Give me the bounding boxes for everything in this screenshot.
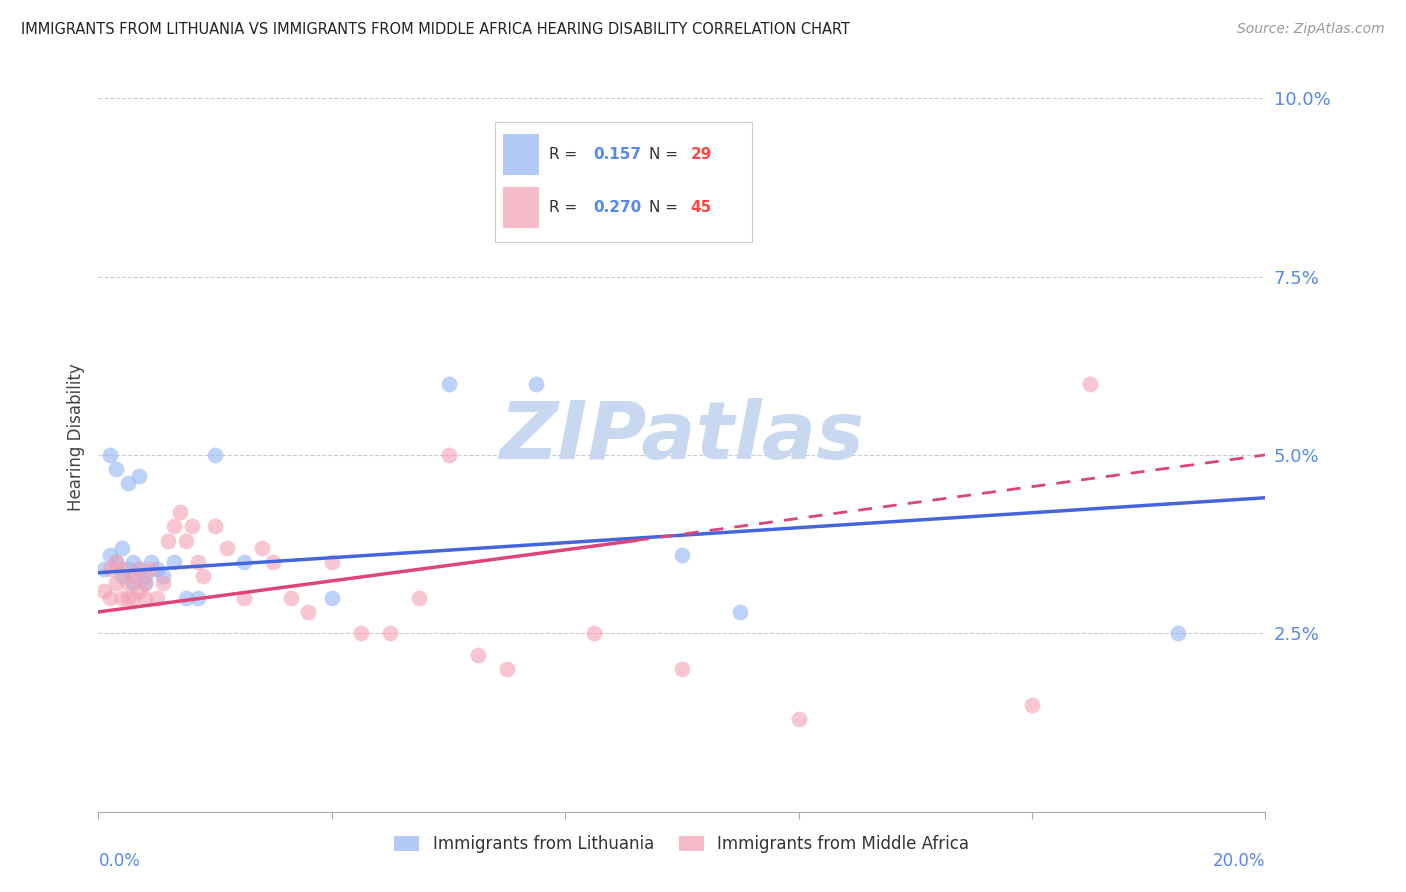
- Point: [583, 626, 606, 640]
- Point: [524, 376, 547, 391]
- Point: [139, 562, 162, 576]
- Point: [122, 555, 145, 569]
- Point: [187, 555, 209, 569]
- Point: [174, 533, 197, 548]
- Point: [262, 555, 284, 569]
- Text: 0.0%: 0.0%: [98, 852, 141, 870]
- Point: [233, 555, 256, 569]
- Y-axis label: Hearing Disability: Hearing Disability: [66, 363, 84, 511]
- Point: [380, 626, 402, 640]
- Point: [98, 548, 121, 562]
- Point: [134, 576, 156, 591]
- Point: [1080, 376, 1102, 391]
- Point: [467, 648, 489, 662]
- Point: [204, 448, 226, 462]
- Point: [134, 576, 156, 591]
- Point: [117, 562, 139, 576]
- Point: [350, 626, 373, 640]
- Point: [157, 533, 180, 548]
- Point: [134, 569, 156, 583]
- Point: [280, 591, 302, 605]
- Point: [193, 569, 215, 583]
- Point: [146, 562, 169, 576]
- Point: [104, 555, 127, 569]
- Point: [321, 555, 343, 569]
- Point: [128, 469, 150, 483]
- Point: [117, 591, 139, 605]
- Point: [122, 569, 145, 583]
- Point: [215, 541, 238, 555]
- Text: ZIPatlas: ZIPatlas: [499, 398, 865, 476]
- Point: [787, 712, 810, 726]
- Point: [321, 591, 343, 605]
- Point: [437, 376, 460, 391]
- Point: [98, 448, 121, 462]
- Point: [1021, 698, 1043, 712]
- Legend: Immigrants from Lithuania, Immigrants from Middle Africa: Immigrants from Lithuania, Immigrants fr…: [388, 829, 976, 860]
- Point: [169, 505, 191, 519]
- Point: [128, 562, 150, 576]
- Point: [111, 591, 134, 605]
- Point: [1167, 626, 1189, 640]
- Point: [128, 562, 150, 576]
- Point: [128, 583, 150, 598]
- Point: [111, 562, 134, 576]
- Text: Source: ZipAtlas.com: Source: ZipAtlas.com: [1237, 22, 1385, 37]
- Point: [98, 562, 121, 576]
- Point: [152, 576, 174, 591]
- Point: [104, 555, 127, 569]
- Point: [104, 462, 127, 476]
- Point: [134, 591, 156, 605]
- Point: [93, 583, 115, 598]
- Point: [122, 591, 145, 605]
- Point: [117, 476, 139, 491]
- Point: [730, 605, 752, 619]
- Point: [163, 555, 186, 569]
- Point: [233, 591, 256, 605]
- Point: [93, 562, 115, 576]
- Point: [671, 662, 693, 676]
- Text: 20.0%: 20.0%: [1213, 852, 1265, 870]
- Point: [111, 569, 134, 583]
- Point: [437, 448, 460, 462]
- Point: [204, 519, 226, 533]
- Point: [98, 591, 121, 605]
- Point: [671, 548, 693, 562]
- Point: [297, 605, 319, 619]
- Point: [180, 519, 202, 533]
- Point: [612, 198, 634, 212]
- Point: [117, 576, 139, 591]
- Point: [174, 591, 197, 605]
- Text: IMMIGRANTS FROM LITHUANIA VS IMMIGRANTS FROM MIDDLE AFRICA HEARING DISABILITY CO: IMMIGRANTS FROM LITHUANIA VS IMMIGRANTS …: [21, 22, 851, 37]
- Point: [250, 541, 273, 555]
- Point: [111, 541, 134, 555]
- Point: [139, 555, 162, 569]
- Point: [496, 662, 519, 676]
- Point: [122, 576, 145, 591]
- Point: [152, 569, 174, 583]
- Point: [163, 519, 186, 533]
- Point: [146, 591, 169, 605]
- Point: [408, 591, 430, 605]
- Point: [104, 576, 127, 591]
- Point: [187, 591, 209, 605]
